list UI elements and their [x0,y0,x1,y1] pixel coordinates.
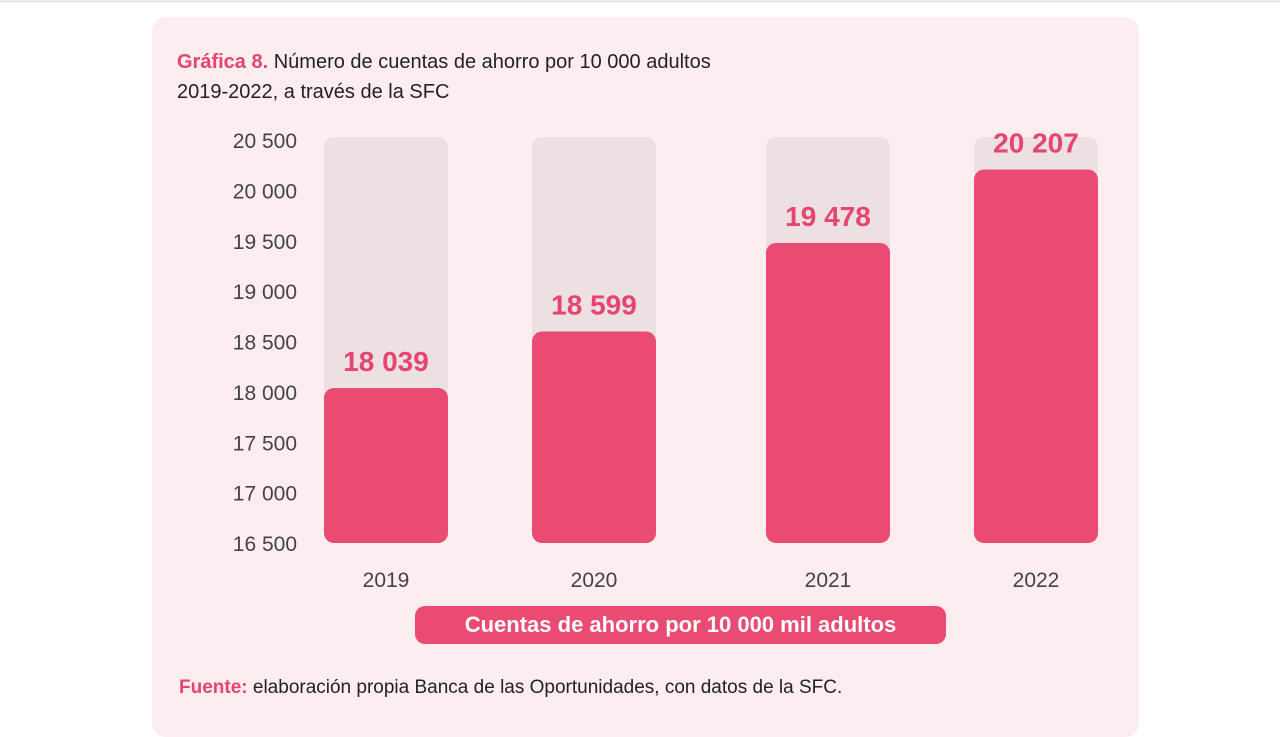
x-tick-label: 2021 [805,569,852,592]
title-line2: 2019-2022, a través de la SFC [177,81,450,103]
source-note: Fuente: elaboración propia Banca de las … [179,677,842,699]
bar [532,331,656,543]
source-text: elaboración propia Banca de las Oportuni… [252,677,843,698]
x-tick-label: 2022 [1013,569,1060,592]
legend-badge: Cuentas de ahorro por 10 000 mil adultos [415,606,946,644]
source-label: Fuente: [179,677,248,698]
y-tick-label: 17 500 [233,432,297,455]
y-tick-label: 19 500 [233,231,297,254]
bar [766,242,890,544]
data-label: 18 599 [551,290,637,321]
y-tick-label: 19 000 [233,281,297,304]
y-tick-label: 17 000 [233,483,297,506]
chart-title: Gráfica 8. Número de cuentas de ahorro p… [177,47,711,107]
bar [324,387,448,543]
x-tick-label: 2019 [363,569,410,592]
top-divider [0,0,1280,3]
x-tick-label: 2020 [571,569,618,592]
y-tick-label: 20 500 [233,130,297,153]
y-tick-label: 18 000 [233,382,297,405]
y-tick-label: 16 500 [233,533,297,556]
data-label: 20 207 [993,128,1079,159]
data-label: 19 478 [785,201,871,232]
title-label: Gráfica 8. [177,51,269,73]
title-text: Número de cuentas de ahorro por 10 000 a… [273,51,711,73]
y-tick-label: 20 000 [233,180,297,203]
bar [974,169,1098,543]
y-tick-label: 18 500 [233,332,297,355]
data-label: 18 039 [343,346,429,377]
bar-chart: 16 500 17 000 17 500 18 000 18 500 19 000 19 5… [233,128,1098,592]
